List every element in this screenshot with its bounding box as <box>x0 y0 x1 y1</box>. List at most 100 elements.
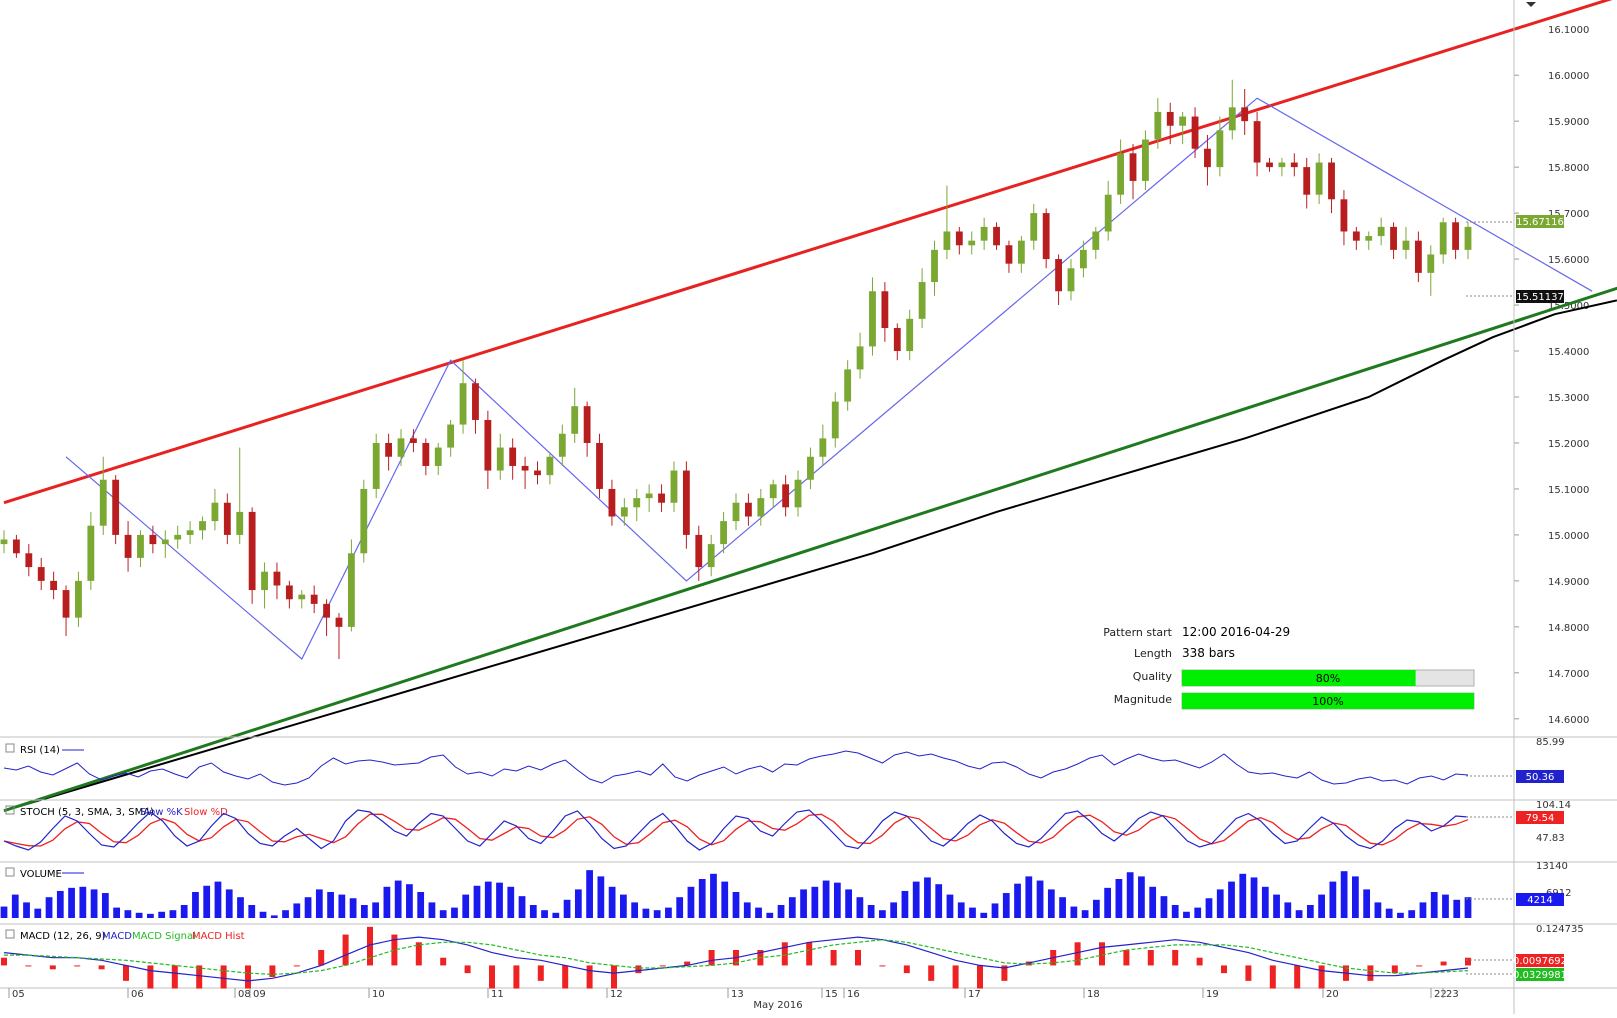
quality-label: Quality <box>1133 670 1173 683</box>
volume-toggle-box[interactable] <box>5 867 15 877</box>
macd-hist-bar <box>928 965 935 981</box>
candle-body <box>1030 213 1038 241</box>
rsi-toggle-box[interactable] <box>5 743 15 753</box>
candle <box>782 475 790 517</box>
price-tick-label: 14.8000 <box>1548 623 1589 634</box>
moving-average-label: 15.51137 <box>1516 292 1564 303</box>
candle <box>385 433 393 471</box>
macd-hist-bar <box>659 965 666 967</box>
volume-bar <box>901 890 909 918</box>
macd-hist-bar <box>1465 957 1471 966</box>
volume-bar <box>225 889 233 918</box>
candle <box>1452 217 1460 260</box>
time-axis: 05 06 08 09 10 11 12 13 15 16 17 18 19 20 22 23 <box>8 988 1459 1000</box>
volume-bar <box>1194 907 1202 918</box>
macd-toggle-box[interactable] <box>5 929 15 939</box>
volume-bar <box>1261 886 1269 918</box>
stoch-k-label: Slow %K <box>140 807 183 818</box>
candle <box>1352 226 1360 250</box>
volume-bar <box>259 911 267 918</box>
candle <box>25 544 33 577</box>
candle <box>1303 157 1311 209</box>
volume-bar <box>991 903 999 918</box>
candle-body <box>236 511 244 535</box>
volume-bar <box>79 886 87 918</box>
candle-body <box>410 438 417 443</box>
candle <box>1414 231 1422 283</box>
candle <box>918 268 926 329</box>
length-value: 338 bars <box>1182 646 1235 660</box>
candle <box>87 511 95 591</box>
rsi-line <box>3 750 1469 786</box>
candle <box>819 424 827 466</box>
candle <box>161 530 169 558</box>
volume-bar <box>484 881 492 918</box>
price-tick-label: 14.9000 <box>1548 577 1589 588</box>
candle-body <box>720 521 728 545</box>
macd-hist-bar <box>1245 965 1252 981</box>
candle <box>1228 79 1236 140</box>
candle <box>1166 102 1174 145</box>
candle <box>37 557 45 591</box>
chevron-down-icon[interactable] <box>1526 2 1536 7</box>
volume-bar <box>822 880 830 918</box>
candle <box>1117 139 1125 204</box>
candle <box>199 516 206 540</box>
volume-bar <box>180 905 188 918</box>
stoch-k-series <box>3 809 1469 851</box>
candle-body <box>1303 167 1311 195</box>
macd-hist-bar <box>1391 965 1398 974</box>
rsi-tick-top: 85.99 <box>1536 737 1565 748</box>
time-tick-label: 11 <box>491 989 504 1000</box>
volume-bar <box>687 886 695 918</box>
time-tick-label: 09 <box>253 989 266 1000</box>
candle-body <box>1390 226 1397 250</box>
volume-bar <box>1397 912 1404 918</box>
candle-body <box>422 442 430 466</box>
candle <box>1092 226 1100 260</box>
candle-body <box>819 438 827 457</box>
candle-body <box>546 456 554 476</box>
volume-bar <box>1318 894 1325 918</box>
candle-body <box>75 580 82 618</box>
channel-upper-line <box>3 0 1613 505</box>
volume-bar <box>315 889 323 918</box>
volume-bar <box>867 905 875 918</box>
macd-hist-bar <box>171 965 178 989</box>
candle-body <box>186 530 194 535</box>
macd-hist-bar <box>977 965 983 989</box>
volume-bar <box>1453 899 1461 918</box>
candle <box>50 571 58 600</box>
volume-bar <box>1092 899 1100 918</box>
candle <box>298 590 306 609</box>
volume-bar <box>1036 880 1044 918</box>
macd-title: MACD (12, 26, 9) <box>20 931 106 942</box>
macd-panel: MACD (12, 26, 9) MACD MACD Signal MACD H… <box>1 924 1584 989</box>
candle-body <box>744 502 752 517</box>
candle-body <box>87 525 95 581</box>
macd-hist-bar <box>952 965 959 989</box>
volume-bar <box>383 886 391 918</box>
volume-bar <box>665 907 672 918</box>
signal-last-marker <box>1516 968 1564 981</box>
candle-body <box>571 406 579 434</box>
macd-hist-bar <box>635 965 642 974</box>
candle <box>124 521 132 572</box>
candle <box>720 511 728 554</box>
candle-body <box>223 502 231 535</box>
candle <box>0 530 8 554</box>
candle <box>955 226 963 255</box>
candle <box>1278 157 1286 177</box>
candle-body <box>1439 222 1447 255</box>
candle-body <box>335 617 343 627</box>
stoch-toggle-box[interactable] <box>5 805 15 815</box>
volume-bar <box>743 902 751 918</box>
candle-body <box>1216 130 1224 168</box>
volume-bar <box>642 908 650 918</box>
volume-bar <box>1070 906 1078 918</box>
time-tick-label: 12 <box>610 989 623 1000</box>
candle <box>943 185 951 260</box>
candle-body <box>1228 107 1236 131</box>
candle-body <box>496 447 504 471</box>
